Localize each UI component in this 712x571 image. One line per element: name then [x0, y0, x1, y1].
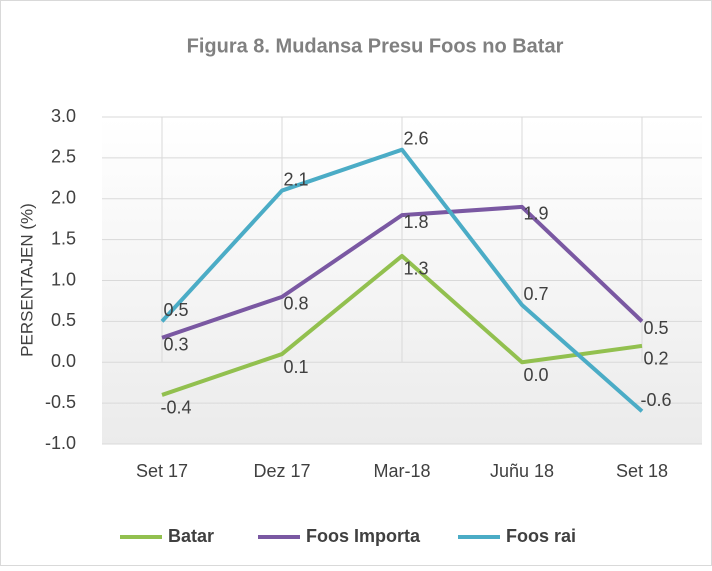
data-label: 1.3 [403, 259, 428, 279]
data-label: -0.6 [640, 390, 671, 410]
x-tick-label: Dez 17 [253, 461, 310, 481]
data-label: 0.2 [643, 349, 668, 369]
data-label: -0.4 [160, 398, 191, 418]
data-label: 0.7 [523, 284, 548, 304]
data-label: 0.0 [523, 365, 548, 385]
y-tick-label: -1.0 [45, 433, 76, 453]
x-tick-label: Mar-18 [373, 461, 430, 481]
y-tick-label: 2.5 [51, 147, 76, 167]
y-tick-label: 1.0 [51, 269, 76, 289]
y-axis-label: PERSENTAJEN (%) [17, 203, 36, 357]
x-tick-label: Set 17 [136, 461, 188, 481]
series-line [160, 147, 644, 413]
x-tick-label: Set 18 [616, 461, 668, 481]
data-label: 0.3 [163, 334, 188, 354]
data-label: 2.6 [403, 128, 428, 148]
data-label: 0.5 [643, 318, 668, 338]
y-tick-label: 0.5 [51, 310, 76, 330]
data-label: 0.5 [163, 300, 188, 320]
data-label: 1.9 [523, 204, 548, 224]
data-label: 0.8 [283, 294, 308, 314]
y-tick-label: -0.5 [45, 392, 76, 412]
y-tick-label: 2.0 [51, 188, 76, 208]
data-label: 1.8 [403, 212, 428, 232]
y-tick-label: 0.0 [51, 351, 76, 371]
y-tick-label: 1.5 [51, 228, 76, 248]
x-tick-label: Juñu 18 [490, 461, 554, 481]
legend-label: Foos rai [506, 526, 576, 546]
chart-title: Figura 8. Mudansa Presu Foos no Batar [187, 35, 564, 57]
series-line [161, 204, 644, 340]
legend-label: Batar [168, 526, 214, 546]
y-tick-label: 3.0 [51, 106, 76, 126]
data-label: 2.1 [283, 169, 308, 189]
data-label: 0.1 [283, 357, 308, 377]
series-line [161, 253, 643, 397]
legend-label: Foos Importa [306, 526, 421, 546]
